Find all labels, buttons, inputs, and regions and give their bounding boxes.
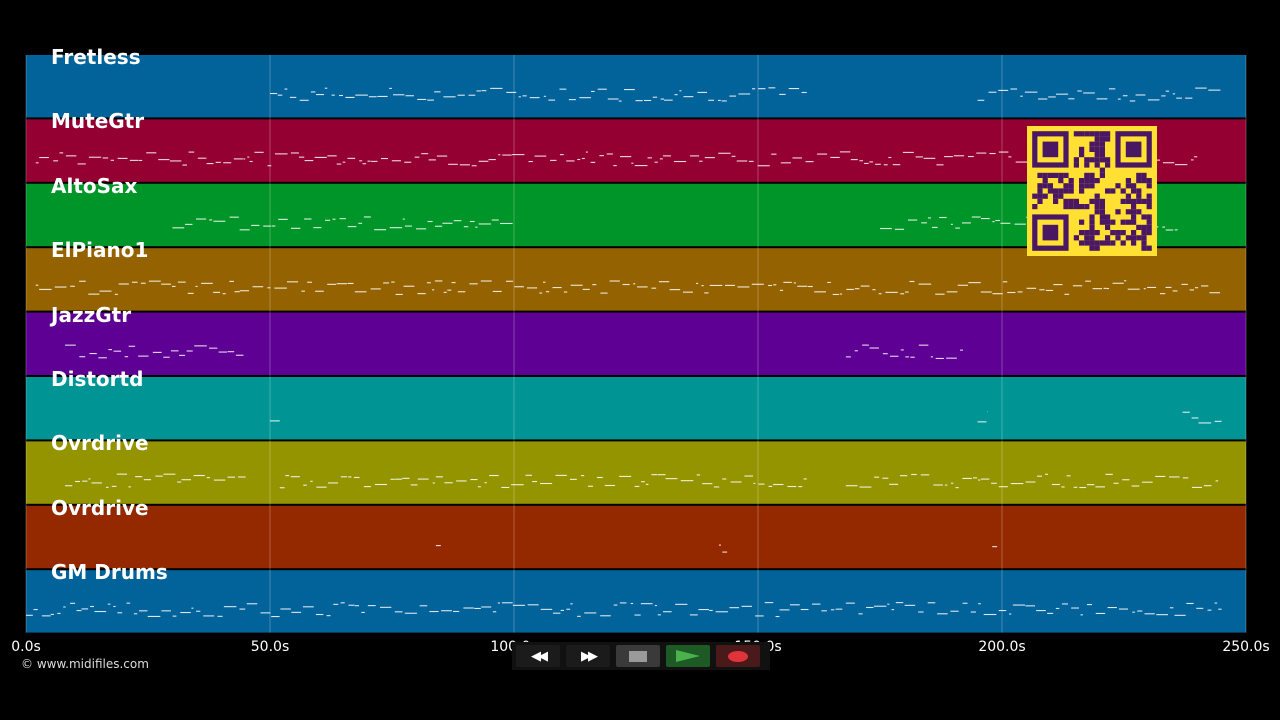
tick-label: 250.0s bbox=[1222, 639, 1270, 655]
track-lane bbox=[26, 505, 1246, 569]
track-name: Ovrdrive bbox=[51, 495, 149, 520]
track-lane bbox=[26, 248, 1246, 311]
fast-forward-icon: ▶▶ bbox=[581, 648, 598, 664]
rewind-icon: ◀◀ bbox=[531, 648, 548, 664]
track-name: GM Drums bbox=[51, 560, 168, 585]
stop-icon bbox=[629, 650, 647, 662]
track-name: Distortd bbox=[51, 367, 144, 391]
track-lane bbox=[26, 55, 1246, 118]
qr-code bbox=[1027, 126, 1157, 256]
track-name: MuteGtr bbox=[51, 109, 145, 134]
transport-controls: ◀◀ ▶▶ bbox=[512, 642, 770, 670]
copyright-text: © www.midifiles.com bbox=[21, 657, 149, 671]
track-name: Ovrdrive bbox=[51, 431, 149, 456]
stop-button[interactable] bbox=[616, 645, 660, 667]
tick-label: 200.0s bbox=[978, 639, 1026, 655]
rewind-button[interactable]: ◀◀ bbox=[516, 645, 560, 667]
track-lane bbox=[26, 441, 1246, 504]
track-lane bbox=[26, 570, 1246, 633]
play-icon bbox=[676, 650, 700, 662]
track-name: JazzGtr bbox=[51, 302, 132, 327]
fast-forward-button[interactable]: ▶▶ bbox=[566, 645, 610, 667]
record-icon bbox=[728, 650, 748, 662]
record-button[interactable] bbox=[716, 645, 760, 667]
tick-label: 50.0s bbox=[250, 639, 290, 655]
track-name: ElPiano1 bbox=[51, 238, 149, 263]
tick-label: 0.0s bbox=[11, 639, 41, 655]
track-lane bbox=[26, 312, 1246, 375]
track-name: Fretless bbox=[51, 45, 141, 69]
play-button[interactable] bbox=[666, 645, 710, 667]
track-name: AltoSax bbox=[51, 173, 138, 198]
track-lane bbox=[26, 377, 1246, 440]
